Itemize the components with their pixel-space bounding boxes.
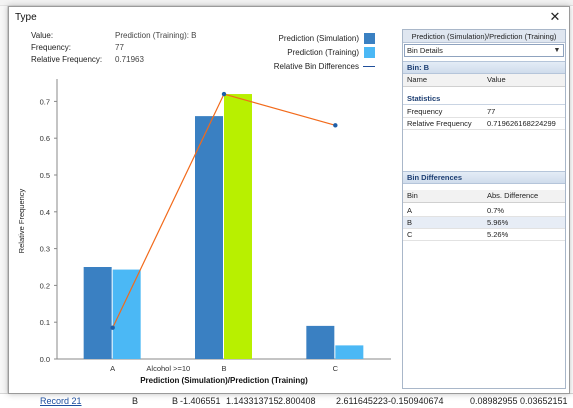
background-app-strip <box>0 0 573 6</box>
legend-swatch <box>364 47 375 58</box>
y-tick-label: 0.2 <box>40 281 50 290</box>
bin-section-header[interactable]: Bin: B <box>403 61 565 74</box>
y-axis-label: Relative Frequency <box>17 188 26 253</box>
record-cell: 0.08982955 <box>470 396 518 406</box>
row-diff: 5.26% <box>487 230 509 239</box>
legend-item-training[interactable]: Prediction (Training) <box>239 47 375 59</box>
close-icon[interactable]: ✕ <box>549 9 561 24</box>
abs-difference-column[interactable]: Abs. Difference <box>487 191 539 200</box>
frequency-text: 77 <box>115 43 124 52</box>
value-label: Value: <box>31 31 54 40</box>
table-row[interactable]: Relative Frequency 0.719626168224299 <box>403 118 565 130</box>
value-text: Prediction (Training): B <box>115 31 197 40</box>
record-cell: B <box>132 396 139 406</box>
legend-line-swatch <box>363 66 375 67</box>
legend-label: Prediction (Simulation) <box>278 34 359 43</box>
name-column[interactable]: Name <box>407 75 428 84</box>
y-tick-label: 0.7 <box>40 97 50 106</box>
table-row[interactable]: Frequency 77 <box>403 106 565 118</box>
y-tick-label: 0.6 <box>40 134 50 143</box>
bar-prediction-training--a[interactable] <box>112 269 141 359</box>
differences-point-b[interactable] <box>221 91 227 97</box>
relative-frequency-text: 0.71963 <box>115 55 144 64</box>
bin-column[interactable]: Bin <box>407 191 418 200</box>
bar-prediction-simulation--a[interactable] <box>83 267 112 359</box>
row-bin: C <box>407 230 413 239</box>
record-link[interactable]: Record 21 <box>40 396 82 406</box>
legend-label: Relative Bin Differences <box>273 62 359 71</box>
record-cell: -0.150940674 <box>388 396 444 406</box>
table-row[interactable]: A 0.7% <box>403 205 565 217</box>
frequency-label: Frequency: <box>31 43 72 52</box>
details-dropdown[interactable]: Bin Details ▼ <box>404 44 564 57</box>
row-name: Frequency <box>407 107 443 116</box>
chevron-down-icon[interactable]: ▼ <box>553 47 561 54</box>
record-cell: 0.03652151 <box>520 396 568 406</box>
differences-column-header: Bin Abs. Difference <box>403 190 565 203</box>
record-cell: 2.611645223 <box>336 396 388 406</box>
table-row[interactable]: C 5.26% <box>403 229 565 241</box>
row-diff: 0.7% <box>487 206 505 215</box>
category-annotation: Alcohol >=10 <box>146 364 190 373</box>
record-cell: B <box>172 396 179 406</box>
y-tick-label: 0.3 <box>40 245 50 254</box>
x-tick-label: A <box>110 364 115 373</box>
value-column[interactable]: Value <box>487 75 506 84</box>
statistics-group: Statistics <box>403 93 565 105</box>
bin-details-panel: Prediction (Simulation)/Prediction (Trai… <box>402 29 566 389</box>
relative-frequency-label: Relative Frequency: <box>31 55 103 64</box>
bin-details-dialog: Type ✕ Value: Prediction (Training): B F… <box>8 6 570 394</box>
bar-prediction-training--c[interactable] <box>335 345 364 359</box>
table-row[interactable]: B 5.96% <box>403 217 565 229</box>
y-tick-label: 0.1 <box>40 318 50 327</box>
y-tick-label: 0.4 <box>40 208 50 217</box>
row-value: 77 <box>487 107 496 116</box>
row-name: Relative Frequency <box>407 119 472 128</box>
stats-column-header: Name Value <box>403 74 565 87</box>
dialog-titlebar: Type ✕ <box>9 7 569 29</box>
x-tick-label: B <box>221 364 226 373</box>
legend-swatch <box>364 33 375 44</box>
differences-section-header[interactable]: Bin Differences <box>403 171 565 184</box>
y-tick-label: 0.5 <box>40 171 50 180</box>
bar-prediction-simulation--c[interactable] <box>306 325 335 359</box>
bar-chart[interactable]: 0.0 0.1 0.2 0.3 0.4 0.5 0.6 0.7 Relative Frequen… <box>9 7 401 395</box>
legend-item-simulation[interactable]: Prediction (Simulation) <box>239 33 375 45</box>
record-cell: 2.800408 <box>278 396 316 406</box>
differences-point-c[interactable] <box>333 123 338 128</box>
x-axis-label: Prediction (Simulation)/Prediction (Trai… <box>140 376 308 385</box>
row-bin: A <box>407 206 413 215</box>
background-app-edge <box>0 6 8 393</box>
differences-point-a[interactable] <box>110 325 115 330</box>
chart-legend: Prediction (Simulation) Prediction (Trai… <box>239 33 375 73</box>
bar-prediction-training--b[interactable] <box>224 94 252 359</box>
row-bin: B <box>407 218 413 227</box>
row-diff: 5.96% <box>487 218 509 227</box>
background-record-row: Record 21 B B -1.406551 1.143313715 2.80… <box>0 393 573 408</box>
panel-header: Prediction (Simulation)/Prediction (Trai… <box>403 30 565 43</box>
selection-info: Value: Prediction (Training): B Frequenc… <box>31 31 231 71</box>
x-tick-label: C <box>333 364 339 373</box>
dialog-title: Type <box>15 12 37 23</box>
record-cell: 1.143313715 <box>226 396 279 406</box>
legend-label: Prediction (Training) <box>287 48 359 57</box>
record-cell: -1.406551 <box>180 396 221 406</box>
bar-prediction-simulation--b[interactable] <box>195 116 223 360</box>
dropdown-value: Bin Details <box>407 46 443 55</box>
legend-item-differences[interactable]: Relative Bin Differences <box>239 61 375 73</box>
y-tick-label: 0.0 <box>40 355 50 364</box>
row-value: 0.719626168224299 <box>487 119 556 128</box>
